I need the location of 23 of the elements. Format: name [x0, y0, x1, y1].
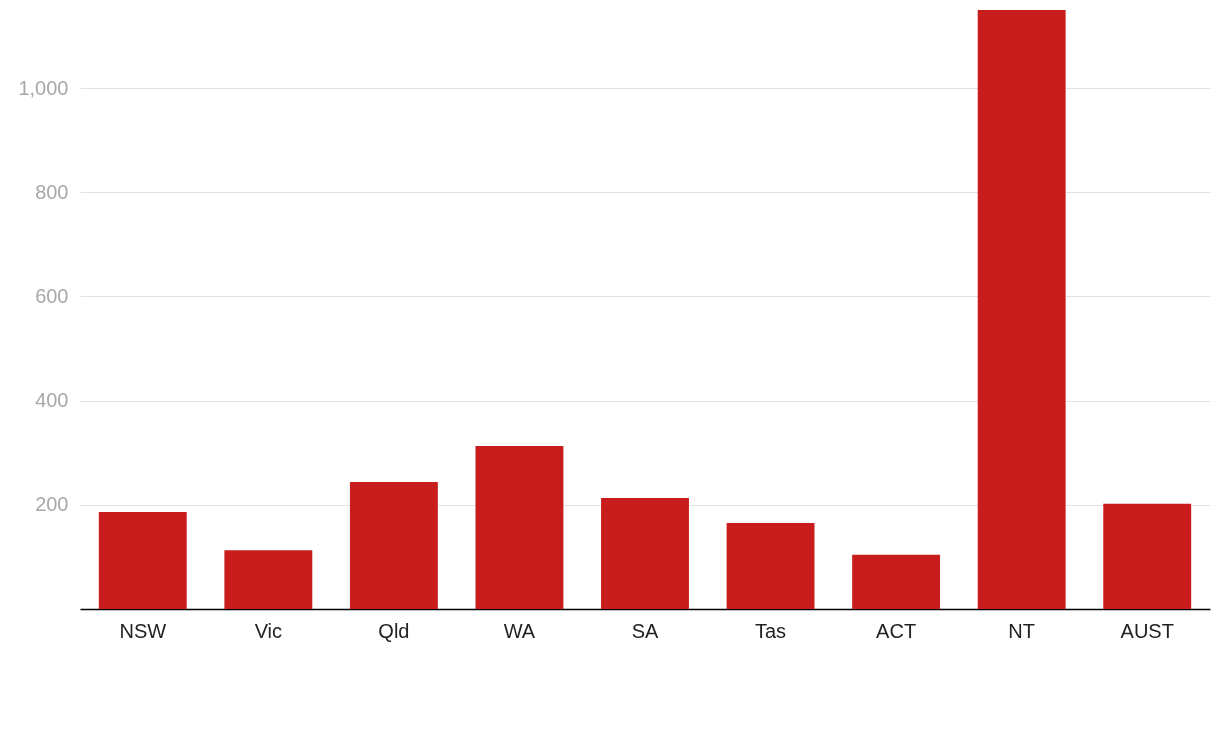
- x-tick-label: NSW: [119, 619, 167, 642]
- y-tick-label: 200: [35, 493, 69, 516]
- bar: [98, 512, 187, 609]
- bar: [852, 554, 941, 609]
- x-tick-label: Vic: [254, 619, 283, 642]
- y-tick-label: 600: [35, 284, 69, 307]
- x-tick-label: WA: [503, 619, 536, 642]
- x-tick-label: SA: [631, 619, 659, 642]
- x-tick-label: NT: [1008, 619, 1035, 642]
- x-tick-label: AUST: [1120, 619, 1174, 642]
- x-tick-label: Tas: [754, 619, 787, 642]
- bar: [475, 445, 564, 609]
- x-tick-label: ACT: [876, 619, 917, 642]
- y-tick-label: 400: [35, 389, 69, 412]
- x-tick-label: Qld: [378, 619, 410, 642]
- bar: [1103, 503, 1192, 609]
- bar: [977, 10, 1066, 609]
- y-tick-label: 1,000: [18, 76, 69, 99]
- bar: [726, 523, 815, 609]
- bar: [224, 550, 313, 609]
- bar: [349, 481, 438, 609]
- bar: [601, 498, 689, 609]
- y-tick-label: 800: [35, 180, 69, 203]
